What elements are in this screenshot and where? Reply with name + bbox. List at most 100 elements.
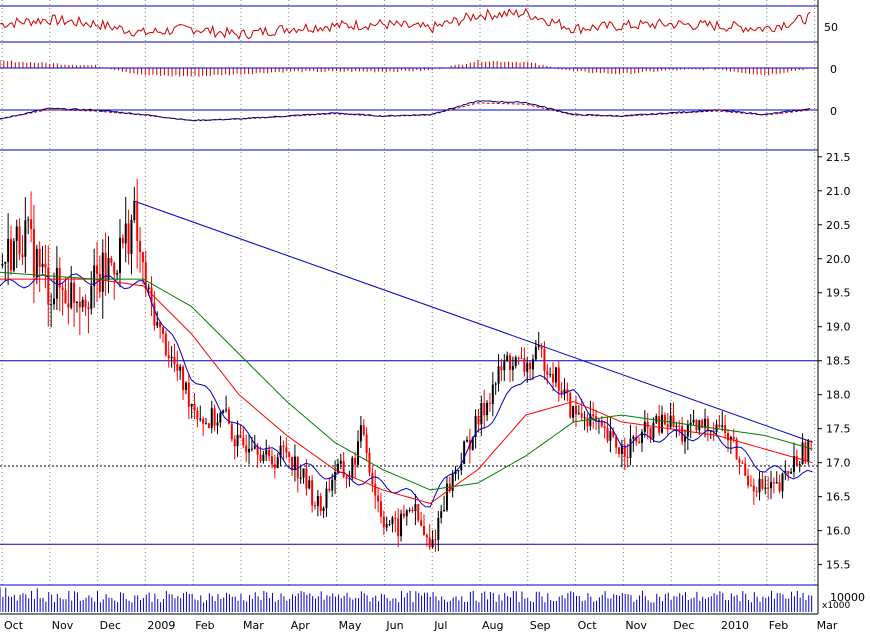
candle-body — [752, 485, 755, 492]
candle-body — [491, 384, 494, 404]
candle-body — [724, 425, 727, 434]
candle-body — [586, 417, 589, 427]
candle-body — [357, 441, 360, 465]
candle-body — [417, 504, 420, 521]
candle-body — [222, 410, 225, 413]
candle-body — [248, 448, 251, 453]
candle-body — [434, 539, 437, 541]
candle-body — [566, 389, 569, 393]
candle-body — [675, 425, 678, 427]
x-tick-label: Feb — [195, 619, 214, 632]
candle-body — [253, 446, 256, 449]
candle-body — [250, 448, 253, 450]
price-tick-label: 16.5 — [826, 491, 851, 504]
rsi-tick-label: 50 — [824, 21, 838, 34]
candle-body — [408, 509, 411, 511]
candle-body — [98, 274, 101, 292]
candle-body — [488, 402, 491, 404]
candle-body — [282, 445, 285, 448]
candle-body — [150, 287, 153, 303]
candle-body — [245, 445, 248, 453]
candle-body — [75, 301, 78, 303]
candle-body — [207, 423, 210, 428]
candle-body — [285, 447, 288, 453]
candle-body — [652, 422, 655, 439]
candle-body — [325, 488, 328, 509]
price-tick-label: 17.0 — [826, 457, 851, 470]
candle-body — [362, 425, 365, 435]
candle-body — [164, 333, 167, 356]
candle-body — [620, 445, 623, 454]
x-tick-label: Oct — [578, 619, 598, 632]
candle-body — [755, 491, 758, 493]
candle-body — [609, 431, 612, 441]
candle-body — [170, 356, 173, 359]
candle-body — [689, 422, 692, 425]
candle-body — [35, 248, 38, 278]
candle-body — [632, 436, 635, 439]
candle-body — [402, 513, 405, 517]
candle-body — [388, 524, 391, 526]
x-tick-label: Apr — [291, 619, 311, 632]
candle-body — [179, 366, 182, 371]
candle-body — [666, 424, 669, 428]
candle-body — [24, 220, 27, 258]
candle-body — [638, 441, 641, 443]
candle-body — [431, 539, 434, 548]
candle-body — [236, 434, 239, 447]
candle-body — [348, 478, 351, 480]
candle-body — [4, 261, 7, 264]
candle-body — [574, 405, 577, 415]
candle-body — [293, 456, 296, 470]
candle-body — [798, 464, 801, 466]
candle-body — [784, 470, 787, 474]
candle-body — [749, 485, 752, 487]
candle-body — [73, 282, 76, 303]
x-tick-label: Mar — [243, 619, 264, 632]
candle-body — [70, 282, 73, 308]
candle-body — [795, 455, 798, 466]
candle-body — [520, 358, 523, 360]
candle-body — [603, 426, 606, 429]
candle-body — [655, 416, 658, 423]
candle-body — [118, 238, 121, 273]
candle-body — [262, 454, 265, 461]
candle-body — [437, 517, 440, 540]
macd-line-panel — [0, 100, 818, 122]
candle-body — [474, 416, 477, 438]
candle-body — [764, 487, 767, 489]
candle-body — [686, 424, 689, 437]
price-tick-label: 17.5 — [826, 423, 851, 436]
candle-body — [377, 495, 380, 502]
candle-body — [53, 298, 56, 305]
candle-body — [144, 262, 147, 290]
rsi-line — [0, 7, 811, 41]
candle-body — [256, 446, 259, 455]
price-tick-label: 20.5 — [826, 219, 851, 232]
candle-body — [44, 263, 47, 268]
candle-body — [683, 436, 686, 442]
candle-body — [572, 405, 575, 418]
candle-body — [93, 265, 96, 286]
candle-body — [302, 468, 305, 478]
candle-body — [210, 408, 213, 428]
candle-body — [61, 287, 64, 291]
candle-body — [563, 389, 566, 394]
candle-body — [411, 509, 414, 512]
x-tick-label: 2009 — [147, 619, 175, 632]
candle-body — [30, 219, 33, 230]
candle-body — [342, 460, 345, 478]
candle-body — [420, 520, 423, 526]
moving-average-line-1 — [0, 273, 813, 508]
candle-body — [127, 223, 130, 255]
price-tick-label: 21.0 — [826, 185, 851, 198]
candle-body — [480, 403, 483, 425]
volume-panel — [0, 587, 813, 612]
candle-body — [718, 424, 721, 427]
x-tick-label: Oct — [4, 619, 24, 632]
candle-body — [193, 403, 196, 411]
candle-body — [319, 496, 322, 511]
candle-body — [712, 430, 715, 433]
volume-tick-label: 10000 — [830, 591, 865, 604]
candle-body — [205, 423, 208, 425]
